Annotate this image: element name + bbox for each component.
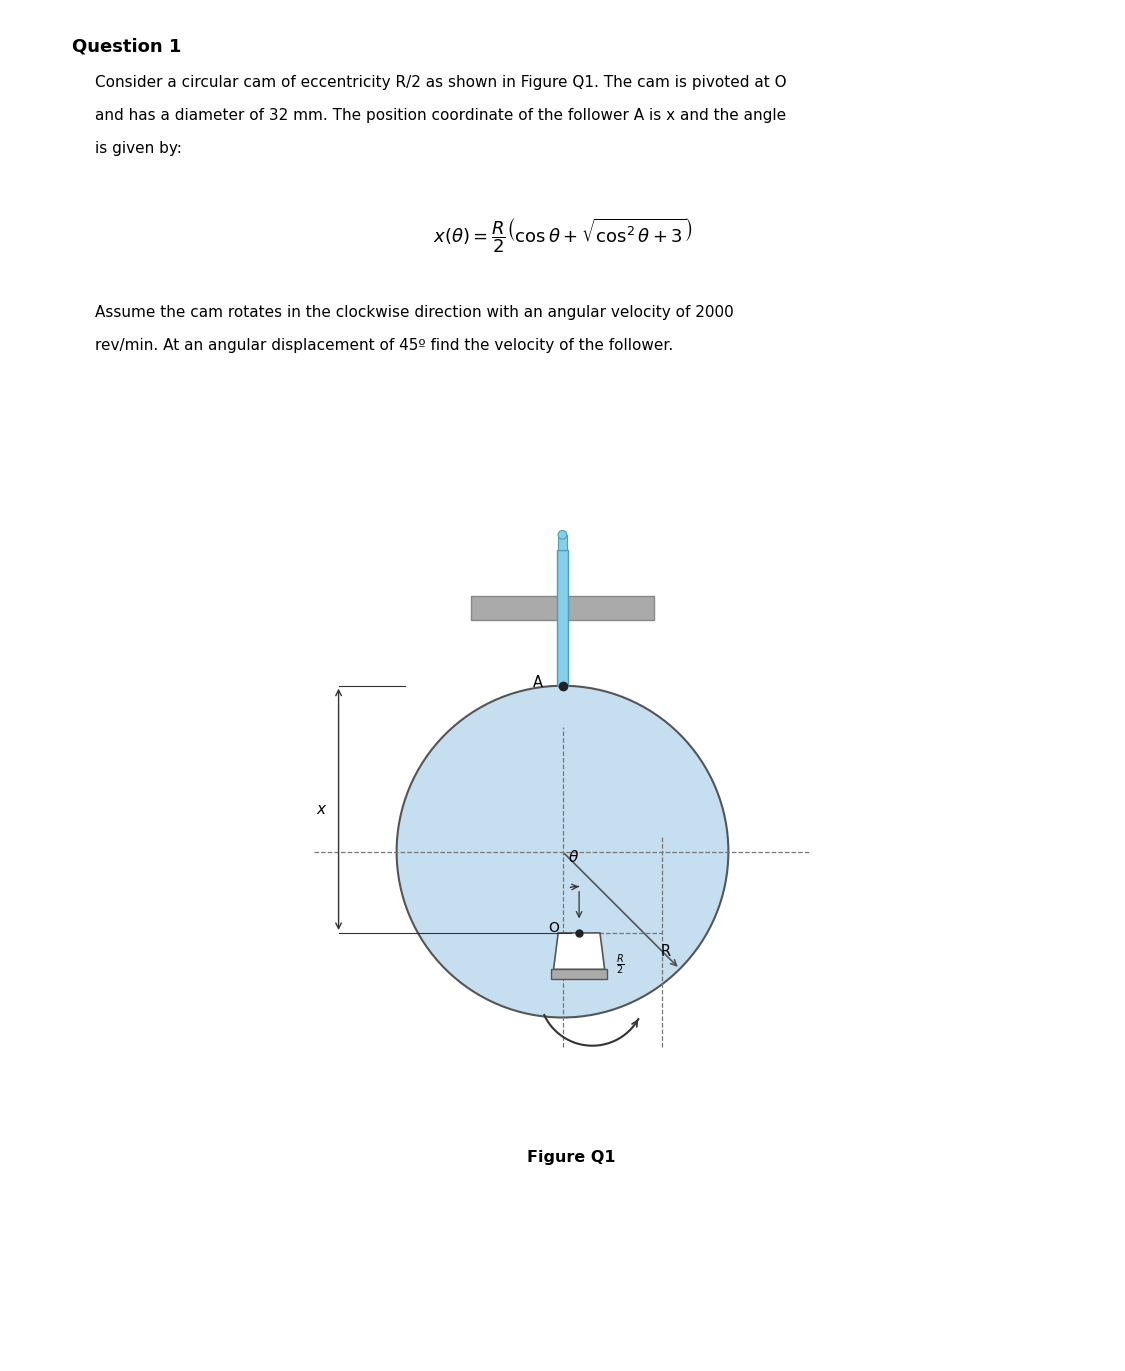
Text: Assume the cam rotates in the clockwise direction with an angular velocity of 20: Assume the cam rotates in the clockwise …: [94, 304, 734, 319]
Text: $x(\theta) = \dfrac{R}{2}\left(\cos\theta + \sqrt{\cos^2\theta + 3}\right)$: $x(\theta) = \dfrac{R}{2}\left(\cos\thet…: [433, 215, 692, 255]
Text: R: R: [660, 945, 670, 960]
Bar: [558, 535, 567, 550]
Text: Figure Q1: Figure Q1: [526, 1150, 615, 1165]
Bar: [557, 550, 568, 686]
Polygon shape: [554, 932, 604, 969]
Bar: [551, 969, 608, 979]
Text: Consider a circular cam of eccentricity R/2 as shown in Figure Q1. The cam is pi: Consider a circular cam of eccentricity …: [94, 75, 786, 90]
Circle shape: [397, 686, 728, 1017]
Text: x: x: [316, 802, 325, 817]
Bar: [471, 595, 654, 621]
Text: is given by:: is given by:: [94, 141, 182, 156]
Text: $\theta$: $\theta$: [568, 849, 579, 865]
Text: O: O: [548, 921, 559, 935]
Circle shape: [558, 531, 567, 539]
Text: rev/min. At an angular displacement of 45º find the velocity of the follower.: rev/min. At an angular displacement of 4…: [94, 339, 673, 352]
Text: Question 1: Question 1: [72, 38, 181, 56]
Text: $\frac{R}{2}$: $\frac{R}{2}$: [616, 953, 624, 978]
Text: and has a diameter of 32 mm. The position coordinate of the follower A is x and : and has a diameter of 32 mm. The positio…: [94, 108, 786, 123]
Text: A: A: [532, 675, 542, 690]
